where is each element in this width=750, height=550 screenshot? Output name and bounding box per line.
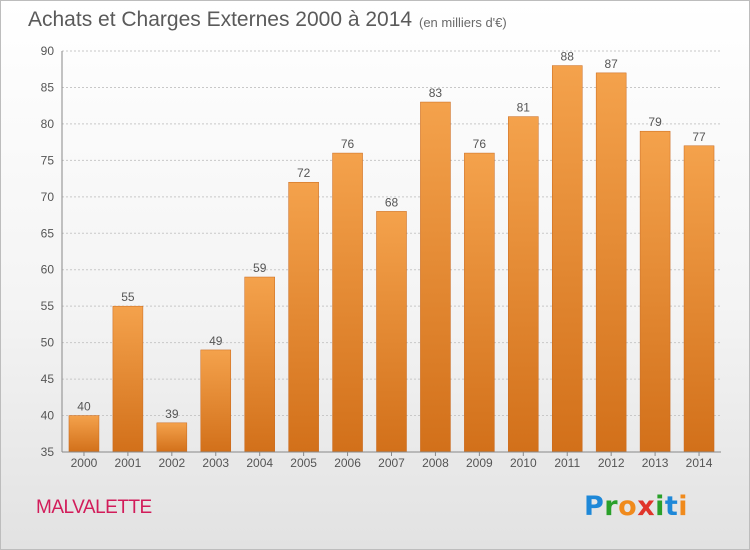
bar-value-label: 83 <box>429 86 443 100</box>
y-tick-label: 45 <box>41 372 55 386</box>
bar-value-label: 39 <box>165 407 179 421</box>
x-tick-label: 2011 <box>554 456 580 470</box>
bar-value-label: 40 <box>77 400 91 414</box>
bar <box>376 211 407 453</box>
place-name: MALVALETTE <box>36 497 152 518</box>
x-tick-label: 2014 <box>686 456 713 470</box>
bar-value-label: 59 <box>253 261 267 275</box>
bar-value-label: 76 <box>473 137 487 151</box>
y-tick-label: 40 <box>41 409 55 423</box>
bar <box>244 276 275 453</box>
y-tick-label: 60 <box>41 263 55 277</box>
bar <box>288 181 319 453</box>
bar-value-label: 79 <box>648 115 662 129</box>
logo-letter: r <box>604 491 619 522</box>
bar <box>683 145 715 453</box>
bar-value-label: 49 <box>209 334 223 348</box>
y-tick-label: 50 <box>41 336 55 350</box>
logo-letter: o <box>618 491 638 522</box>
bar <box>595 72 627 453</box>
chart-subtitle: (en milliers d'€) <box>419 15 507 30</box>
bar-value-label: 72 <box>297 166 311 180</box>
x-tick-label: 2003 <box>202 456 229 470</box>
x-tick-label: 2005 <box>290 456 317 470</box>
bar-value-label: 88 <box>561 50 575 64</box>
axes: 35 40 45 50 55 60 65 70 75 80 85 90 2000 2001 2002 2003… <box>41 44 721 470</box>
x-tick-label: 2004 <box>246 456 273 470</box>
y-tick-label: 35 <box>41 445 55 459</box>
x-tick-label: 2008 <box>422 456 449 470</box>
y-tick-label: 65 <box>41 226 55 240</box>
bar <box>551 65 583 453</box>
y-tick-label: 75 <box>41 153 55 167</box>
logo-letter: i <box>678 491 689 522</box>
x-tick-label: 2007 <box>378 456 405 470</box>
bar <box>332 152 363 453</box>
x-tick-label: 2000 <box>71 456 98 470</box>
y-tick-label: 55 <box>41 299 55 313</box>
bar <box>68 415 100 453</box>
x-tick-label: 2006 <box>334 456 361 470</box>
bar <box>639 130 671 453</box>
y-tick-label: 70 <box>41 190 55 204</box>
chart-title: Achats et Charges Externes 2000 à 2014 <box>28 8 413 31</box>
bar-value-label: 87 <box>604 57 618 71</box>
bar <box>156 422 188 453</box>
proxiti-logo[interactable]: Proxiti <box>584 491 688 522</box>
x-tick-label: 2002 <box>158 456 185 470</box>
bar-value-label: 77 <box>692 130 706 144</box>
x-tick-label: 2012 <box>598 456 625 470</box>
x-tick-label: 2010 <box>510 456 537 470</box>
bar-value-label: 55 <box>121 290 135 304</box>
logo-letter: t <box>664 491 679 522</box>
y-tick-label: 80 <box>41 117 55 131</box>
bar-value-label: 68 <box>385 195 399 209</box>
x-tick-label: 2013 <box>642 456 669 470</box>
x-tick-label: 2001 <box>115 456 142 470</box>
x-tick-label: 2009 <box>466 456 493 470</box>
bar <box>200 349 232 453</box>
bar <box>420 101 451 453</box>
bars: 40 55 39 49 59 72 76 68 83 76 81 88 87 79 77 <box>68 50 715 453</box>
y-tick-label: 85 <box>41 80 55 94</box>
bar-value-label: 81 <box>517 101 531 115</box>
logo-letter: i <box>655 491 665 522</box>
bar-value-label: 76 <box>341 137 355 151</box>
y-tick-label: 90 <box>41 44 55 58</box>
bar <box>508 116 539 453</box>
logo-letter: x <box>637 491 656 522</box>
bar <box>464 152 495 453</box>
bar <box>112 305 144 453</box>
logo-letter: P <box>584 491 605 522</box>
